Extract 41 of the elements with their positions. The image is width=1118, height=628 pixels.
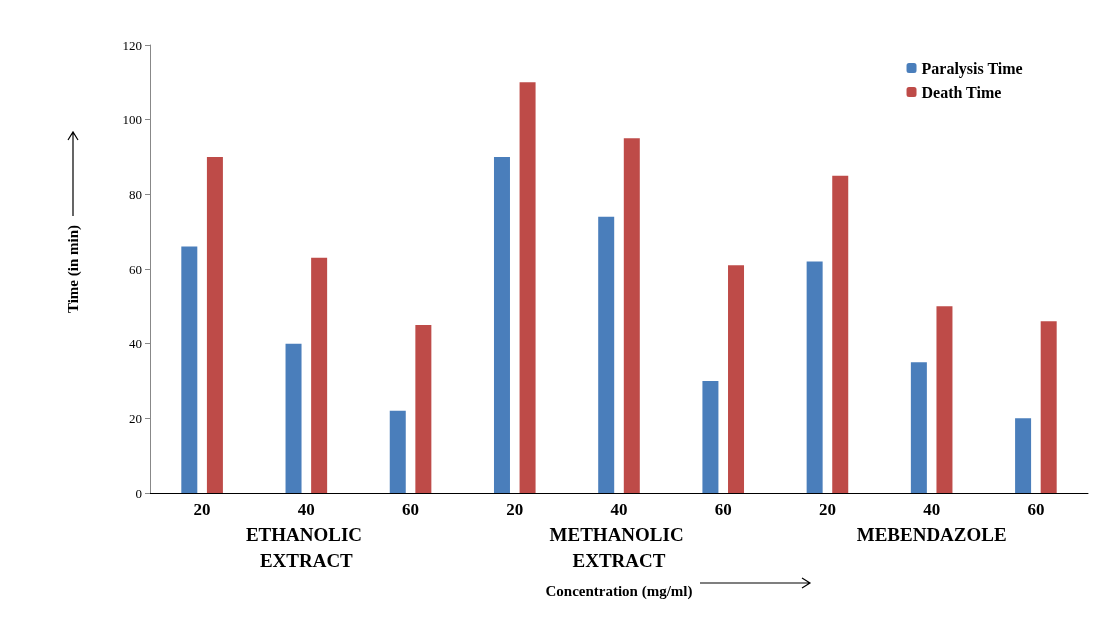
- bar: [806, 261, 823, 493]
- bar: [832, 175, 849, 493]
- bar: [936, 306, 953, 493]
- text: MEBENDAZOLE: [856, 523, 1007, 545]
- bar: [415, 325, 432, 493]
- text: METHANOLIC EXTRACT: [549, 523, 689, 571]
- legend-label: Paralysis Time: [921, 59, 1023, 78]
- bar: [598, 216, 615, 493]
- y-axis-title: Time (in min): [64, 224, 82, 314]
- y-tick-label: 100: [122, 112, 142, 128]
- x-tick-label: 20: [818, 500, 836, 519]
- x-tick-label: 60: [1027, 500, 1045, 519]
- bar: [311, 257, 328, 493]
- bar: [389, 410, 406, 493]
- y-tick-label: 20: [129, 410, 142, 426]
- bar: [1015, 418, 1032, 493]
- y-tick-label: 120: [122, 37, 142, 53]
- bar: [519, 82, 536, 493]
- x-axis-title: Concentration (mg/ml): [545, 582, 693, 600]
- x-tick-label: 40: [923, 500, 941, 519]
- legend-label: Death Time: [921, 83, 1002, 101]
- x-tick-label: 60: [714, 500, 732, 519]
- y-tick-label: 0: [135, 485, 142, 501]
- x-tick-label: 20: [193, 500, 211, 519]
- x-tick-label: 40: [297, 500, 315, 519]
- bar: [493, 157, 510, 493]
- x-tick-label: 60: [402, 500, 420, 519]
- y-tick-label: 40: [129, 336, 142, 352]
- x-tick-label: 20: [506, 500, 524, 519]
- x-tick-label: 40: [610, 500, 628, 519]
- y-tick-label: 60: [129, 261, 142, 277]
- y-tick-label: 80: [129, 186, 142, 202]
- bar: [206, 157, 223, 493]
- bar: [285, 343, 302, 493]
- bar: [728, 265, 745, 493]
- bar: [910, 362, 927, 493]
- bar: [181, 246, 198, 493]
- bar: [623, 138, 640, 493]
- text: ETHANOLIC EXTRACT: [245, 523, 367, 571]
- bar: [1040, 321, 1057, 493]
- bar: [702, 381, 719, 493]
